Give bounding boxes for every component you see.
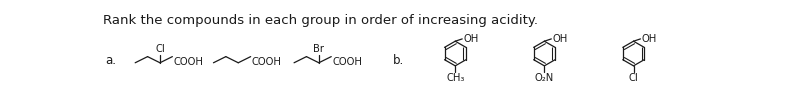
Text: O₂N: O₂N [535,73,554,83]
Text: OH: OH [641,34,656,44]
Text: COOH: COOH [173,57,203,67]
Text: COOH: COOH [332,57,362,67]
Text: OH: OH [552,34,567,44]
Text: Rank the compounds in each group in order of increasing acidity.: Rank the compounds in each group in orde… [103,14,538,27]
Text: CH₃: CH₃ [446,73,465,83]
Text: b.: b. [393,54,404,67]
Text: Br: Br [314,44,325,54]
Text: OH: OH [463,34,478,44]
Text: a.: a. [105,54,116,67]
Text: Cl: Cl [629,73,638,83]
Text: COOH: COOH [251,57,281,67]
Text: Cl: Cl [155,44,165,54]
